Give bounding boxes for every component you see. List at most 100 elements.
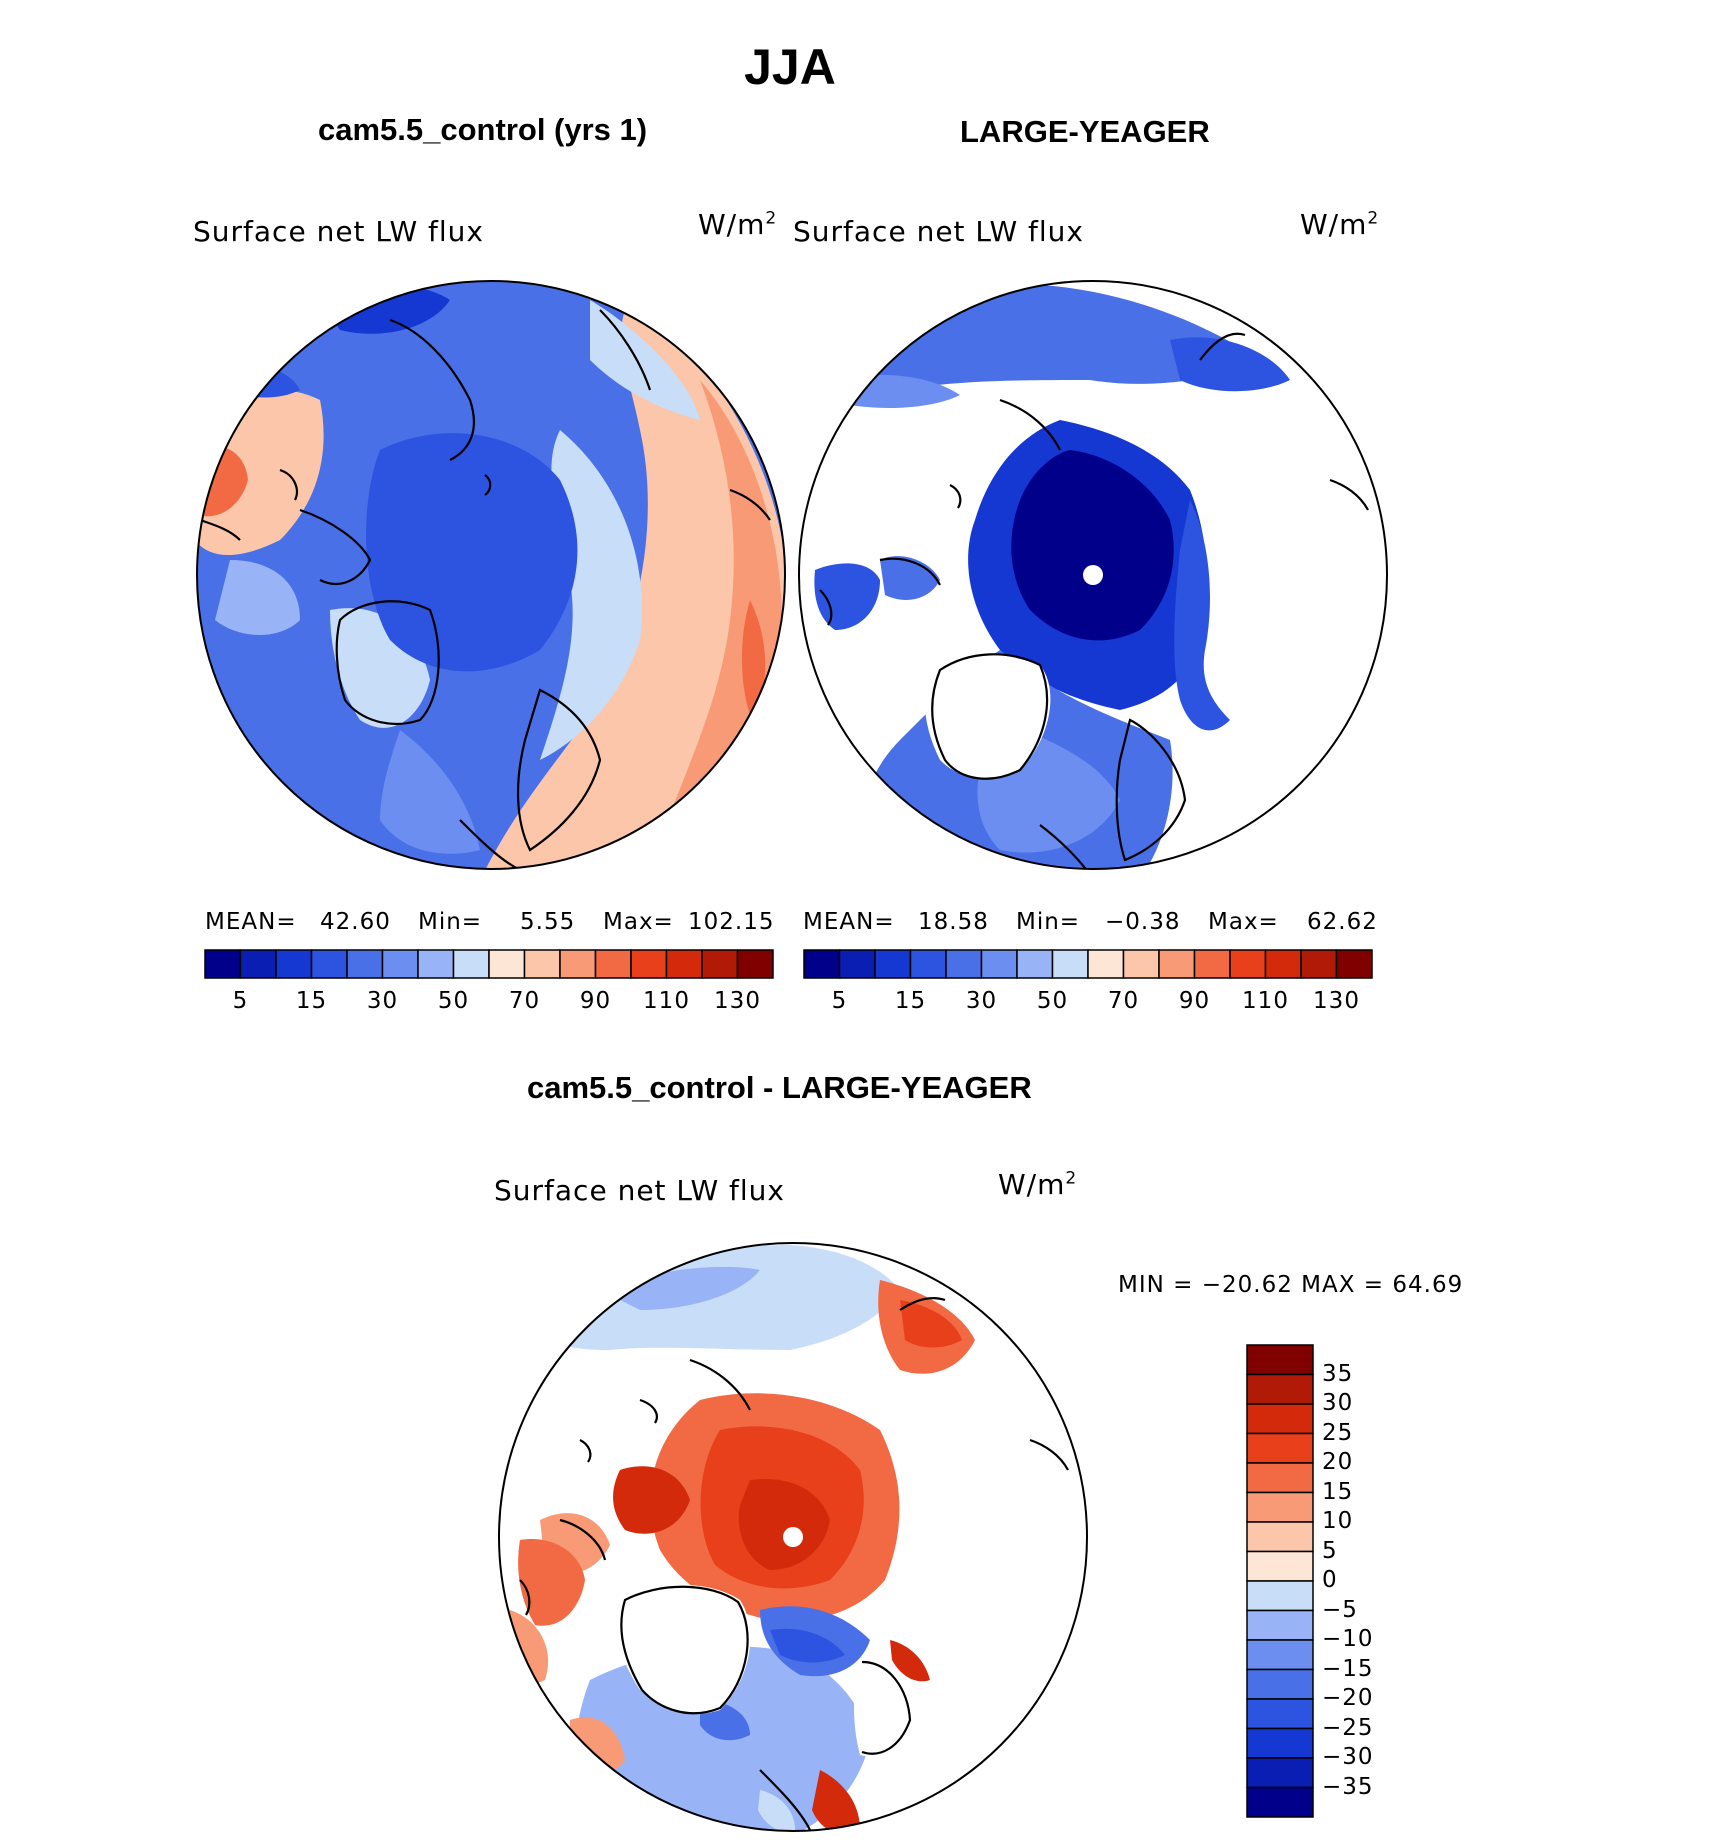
colorbar-swatch bbox=[1246, 1727, 1314, 1759]
stat-max-value-obs: 62.62 bbox=[1307, 909, 1378, 935]
panel-title-obs: LARGE-YEAGER bbox=[960, 114, 1210, 149]
colorbar-swatch bbox=[803, 949, 841, 979]
colorbar-tick-label: 50 bbox=[1036, 988, 1069, 1014]
colorbar-swatch bbox=[1264, 949, 1302, 979]
stat-min-label-control: Min= bbox=[418, 909, 483, 935]
colorbar-tick-label: 0 bbox=[1322, 1567, 1338, 1593]
colorbar-swatch bbox=[1246, 1432, 1314, 1464]
colorbar-tick-label: 130 bbox=[1313, 988, 1360, 1014]
colorbar-tick-label: 15 bbox=[295, 988, 328, 1014]
colorbar-swatch bbox=[1246, 1462, 1314, 1494]
colorbar-swatch bbox=[559, 949, 597, 979]
colorbar-swatch bbox=[630, 949, 668, 979]
colorbar-swatch bbox=[1246, 1491, 1314, 1523]
colorbar-swatch bbox=[1229, 949, 1267, 979]
colorbar-tick-label: 5 bbox=[232, 988, 249, 1014]
colorbar-tick-label: −30 bbox=[1322, 1744, 1374, 1770]
variable-label-obs: Surface net LW flux bbox=[793, 215, 1084, 248]
colorbar-swatch bbox=[1016, 949, 1054, 979]
stat-min-value-obs: −0.38 bbox=[1105, 909, 1181, 935]
minmax-diff: MIN = −20.62 MAX = 64.69 bbox=[1118, 1272, 1464, 1298]
colorbar-swatch bbox=[1246, 1580, 1314, 1612]
colorbar-swatch bbox=[1246, 1521, 1314, 1553]
colorbar-tick-label: 110 bbox=[1242, 988, 1289, 1014]
colorbar-swatch bbox=[239, 949, 277, 979]
colorbar-tick-label: 70 bbox=[508, 988, 541, 1014]
colorbar-swatch bbox=[980, 949, 1018, 979]
stat-max-value-control: 102.15 bbox=[688, 909, 775, 935]
stat-mean-label-obs: MEAN= bbox=[803, 909, 895, 935]
colorbar-tick-label: 20 bbox=[1322, 1449, 1354, 1475]
colorbar-swatch bbox=[1246, 1757, 1314, 1789]
colorbar-swatch bbox=[874, 949, 912, 979]
stat-min-label-obs: Min= bbox=[1016, 909, 1081, 935]
colorbar-tick-label: −15 bbox=[1322, 1655, 1374, 1682]
colorbar-control bbox=[204, 949, 774, 979]
colorbar-swatch bbox=[204, 949, 242, 979]
stat-max-label-obs: Max= bbox=[1208, 909, 1279, 935]
units-label-diff: W/m2 bbox=[998, 1168, 1078, 1201]
colorbar-swatch bbox=[523, 949, 561, 979]
main-title: JJA bbox=[744, 39, 836, 95]
colorbar-swatch bbox=[1246, 1344, 1314, 1376]
colorbar-swatch bbox=[909, 949, 947, 979]
colorbar-tick-label: 30 bbox=[366, 988, 399, 1014]
colorbar-tick-label: 35 bbox=[1322, 1360, 1354, 1387]
colorbar-tick-label: 5 bbox=[1322, 1537, 1338, 1564]
colorbar-tick-label: 110 bbox=[643, 988, 690, 1014]
colorbar-tick-label: 50 bbox=[437, 988, 470, 1014]
map-obs bbox=[799, 281, 1387, 869]
colorbar-swatch bbox=[488, 949, 526, 979]
colorbar-swatch bbox=[945, 949, 983, 979]
units-label-obs: W/m2 bbox=[1300, 208, 1380, 241]
colorbar-swatch bbox=[736, 949, 774, 979]
colorbar-swatch bbox=[346, 949, 384, 979]
panel-title-control: cam5.5_control (yrs 1) bbox=[318, 112, 648, 147]
colorbar-swatch bbox=[1246, 1639, 1314, 1671]
stat-mean-label-control: MEAN= bbox=[205, 909, 297, 935]
colorbar-tick-label: 5 bbox=[831, 988, 848, 1014]
colorbar-swatch bbox=[1300, 949, 1338, 979]
colorbar-tick-label: 15 bbox=[1322, 1478, 1354, 1505]
colorbar-tick-label: −10 bbox=[1322, 1626, 1374, 1652]
colorbar-swatch bbox=[310, 949, 348, 979]
colorbar-swatch bbox=[452, 949, 490, 979]
colorbar-tick-label: 30 bbox=[1322, 1390, 1354, 1416]
panel-title-diff: cam5.5_control - LARGE-YEAGER bbox=[527, 1070, 1032, 1105]
units-label-control: W/m2 bbox=[698, 208, 778, 241]
stat-min-value-control: 5.55 bbox=[520, 909, 576, 935]
colorbar-swatch bbox=[381, 949, 419, 979]
colorbar-tick-label: 90 bbox=[1178, 988, 1211, 1014]
colorbar-swatch bbox=[275, 949, 313, 979]
stat-max-label-control: Max= bbox=[603, 909, 674, 935]
colorbar-tick-label: 10 bbox=[1322, 1508, 1354, 1534]
colorbar-swatch bbox=[1051, 949, 1089, 979]
colorbar-tick-label: −35 bbox=[1322, 1773, 1374, 1800]
colorbar-swatch bbox=[1246, 1668, 1314, 1700]
colorbar-tick-label: 90 bbox=[579, 988, 612, 1014]
colorbar-tick-label: 70 bbox=[1107, 988, 1140, 1014]
colorbar-swatch bbox=[701, 949, 739, 979]
colorbar-swatch bbox=[594, 949, 632, 979]
colorbar-swatch bbox=[1246, 1403, 1314, 1435]
colorbar-tick-label: 30 bbox=[965, 988, 998, 1014]
colorbar-swatch bbox=[838, 949, 876, 979]
colorbar-diff bbox=[1246, 1344, 1314, 1818]
map-control bbox=[197, 281, 785, 869]
colorbar-swatch bbox=[665, 949, 703, 979]
colorbar-swatch bbox=[1087, 949, 1125, 979]
variable-label-diff: Surface net LW flux bbox=[494, 1174, 785, 1207]
colorbar-tick-label: 130 bbox=[714, 988, 761, 1014]
colorbar-swatch bbox=[1246, 1373, 1314, 1405]
colorbar-tick-label: −20 bbox=[1322, 1685, 1374, 1711]
variable-label-control: Surface net LW flux bbox=[193, 215, 484, 248]
colorbar-swatch bbox=[417, 949, 455, 979]
stat-mean-value-control: 42.60 bbox=[320, 909, 391, 935]
colorbar-swatch bbox=[1246, 1550, 1314, 1582]
colorbar-tick-label: −5 bbox=[1322, 1596, 1358, 1623]
colorbar-swatch bbox=[1122, 949, 1160, 979]
colorbar-obs bbox=[803, 949, 1373, 979]
stat-mean-value-obs: 18.58 bbox=[918, 909, 989, 935]
colorbar-tick-label: 25 bbox=[1322, 1419, 1354, 1446]
